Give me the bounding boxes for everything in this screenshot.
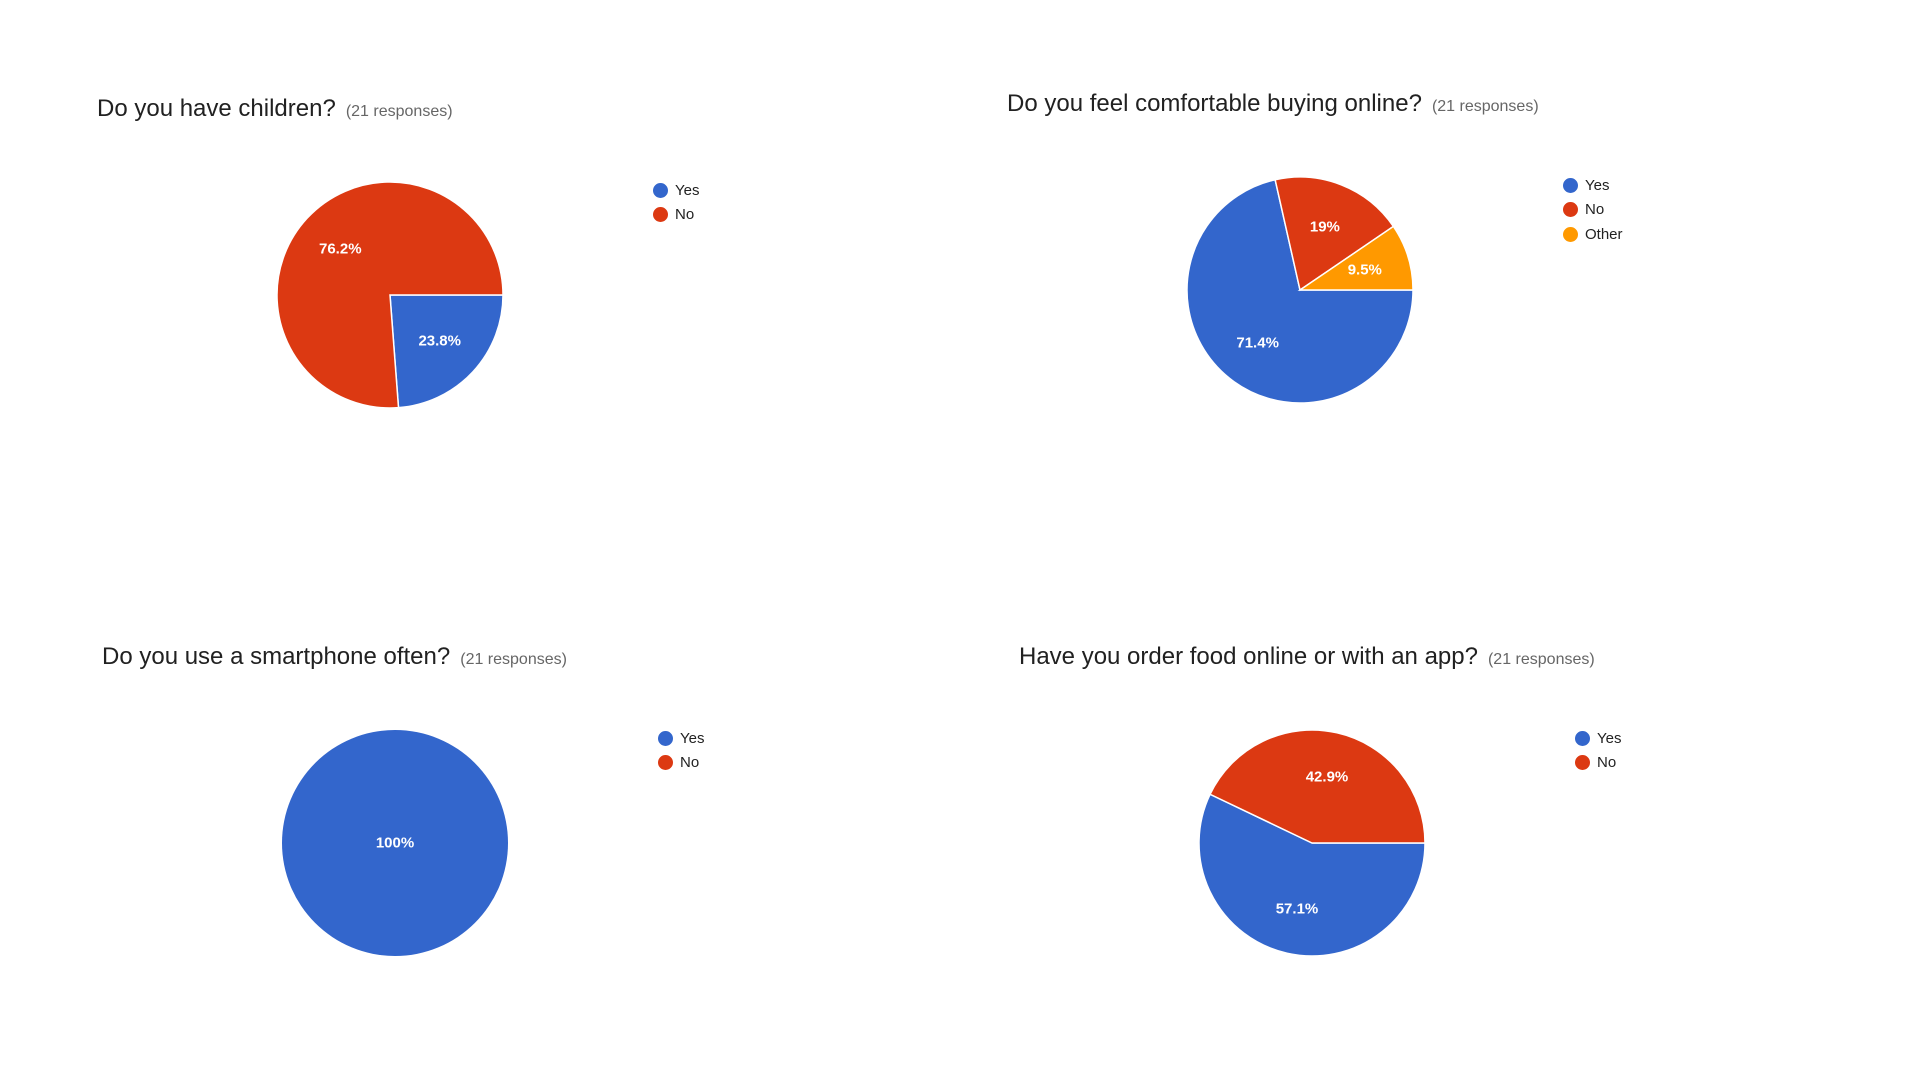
question-header: Have you order food online or with an ap… bbox=[1019, 643, 1595, 671]
pie-slice-yes[interactable] bbox=[1186, 178, 1414, 404]
pie-chart: 71.4% 19% 9.5% bbox=[1186, 176, 1414, 404]
pie-slice-other[interactable] bbox=[1297, 225, 1414, 291]
chart-panel-buying-online: Do you feel comfortable buying online? (… bbox=[910, 0, 1770, 435]
legend-dot-icon bbox=[1575, 755, 1590, 771]
slice-data-label: 42.9% bbox=[1306, 768, 1349, 785]
chart-panel-smartphone: Do you use a smartphone often? (21 respo… bbox=[5, 548, 865, 988]
chart-title: Have you order food online or with an ap… bbox=[1019, 643, 1478, 670]
question-header: Do you have children? (21 responses) bbox=[97, 95, 453, 123]
chart-legend: Yes No bbox=[653, 178, 699, 227]
pie-chart: 100% bbox=[282, 730, 508, 956]
legend-label: No bbox=[1597, 754, 1617, 772]
chart-title: Do you have children? bbox=[97, 95, 336, 122]
response-count: (21 responses) bbox=[1487, 651, 1595, 668]
pie-slice-yes[interactable] bbox=[282, 730, 508, 956]
legend-item-yes[interactable]: Yes bbox=[658, 726, 704, 751]
legend-dot-icon bbox=[1563, 202, 1578, 218]
chart-legend: Yes No Other bbox=[1563, 173, 1623, 247]
pie-chart: 57.1% 42.9% bbox=[1198, 729, 1426, 957]
legend-item-no[interactable]: No bbox=[658, 751, 704, 776]
response-count: (21 responses) bbox=[460, 651, 567, 668]
legend-item-other[interactable]: Other bbox=[1563, 222, 1623, 247]
chart-title: Do you use a smartphone often? bbox=[102, 643, 451, 670]
legend-label: Other bbox=[1585, 225, 1623, 243]
slice-data-label: 9.5% bbox=[1348, 262, 1382, 279]
chart-title: Do you feel comfortable buying online? bbox=[1007, 90, 1422, 117]
legend-dot-icon bbox=[1563, 177, 1578, 193]
legend-dot-icon bbox=[1563, 226, 1578, 242]
legend-label: Yes bbox=[680, 729, 705, 747]
legend-label: No bbox=[1585, 201, 1605, 219]
slice-data-label: 76.2% bbox=[319, 240, 362, 257]
response-count: (21 responses) bbox=[345, 103, 453, 120]
chart-panel-order-food: Have you order food online or with an ap… bbox=[922, 548, 1782, 988]
legend-label: No bbox=[675, 206, 695, 224]
legend-label: Yes bbox=[675, 181, 700, 199]
slice-data-label: 57.1% bbox=[1276, 901, 1319, 918]
pie-slice-no[interactable] bbox=[1274, 176, 1395, 292]
question-header: Do you use a smartphone often? (21 respo… bbox=[102, 643, 567, 671]
legend-item-no[interactable]: No bbox=[653, 203, 699, 228]
pie-slice-no[interactable] bbox=[276, 181, 504, 409]
pie-slice-yes[interactable] bbox=[389, 294, 504, 409]
legend-label: Yes bbox=[1597, 729, 1622, 747]
legend-dot-icon bbox=[1575, 730, 1590, 746]
chart-legend: Yes No bbox=[658, 726, 704, 775]
legend-label: No bbox=[680, 754, 700, 772]
pie-chart: 23.8% 76.2% bbox=[276, 181, 504, 409]
legend-label: Yes bbox=[1585, 176, 1610, 194]
legend-item-no[interactable]: No bbox=[1563, 198, 1623, 223]
response-count: (21 responses) bbox=[1431, 98, 1539, 115]
slice-data-label: 71.4% bbox=[1236, 334, 1279, 351]
slice-data-label: 19% bbox=[1310, 218, 1340, 235]
question-header: Do you feel comfortable buying online? (… bbox=[1007, 90, 1539, 118]
legend-item-yes[interactable]: Yes bbox=[1563, 173, 1623, 198]
chart-panel-children: Do you have children? (21 responses) 23.… bbox=[0, 0, 860, 440]
legend-item-yes[interactable]: Yes bbox=[653, 178, 699, 203]
legend-item-yes[interactable]: Yes bbox=[1575, 726, 1621, 751]
pie-slice-yes[interactable] bbox=[1198, 793, 1426, 957]
legend-item-no[interactable]: No bbox=[1575, 751, 1621, 776]
legend-dot-icon bbox=[653, 207, 668, 223]
legend-dot-icon bbox=[653, 182, 668, 198]
slice-data-label: 100% bbox=[376, 835, 414, 852]
legend-dot-icon bbox=[658, 755, 673, 771]
legend-dot-icon bbox=[658, 730, 673, 746]
pie-slice-no[interactable] bbox=[1209, 729, 1426, 844]
slice-data-label: 23.8% bbox=[418, 333, 461, 350]
chart-legend: Yes No bbox=[1575, 726, 1621, 775]
